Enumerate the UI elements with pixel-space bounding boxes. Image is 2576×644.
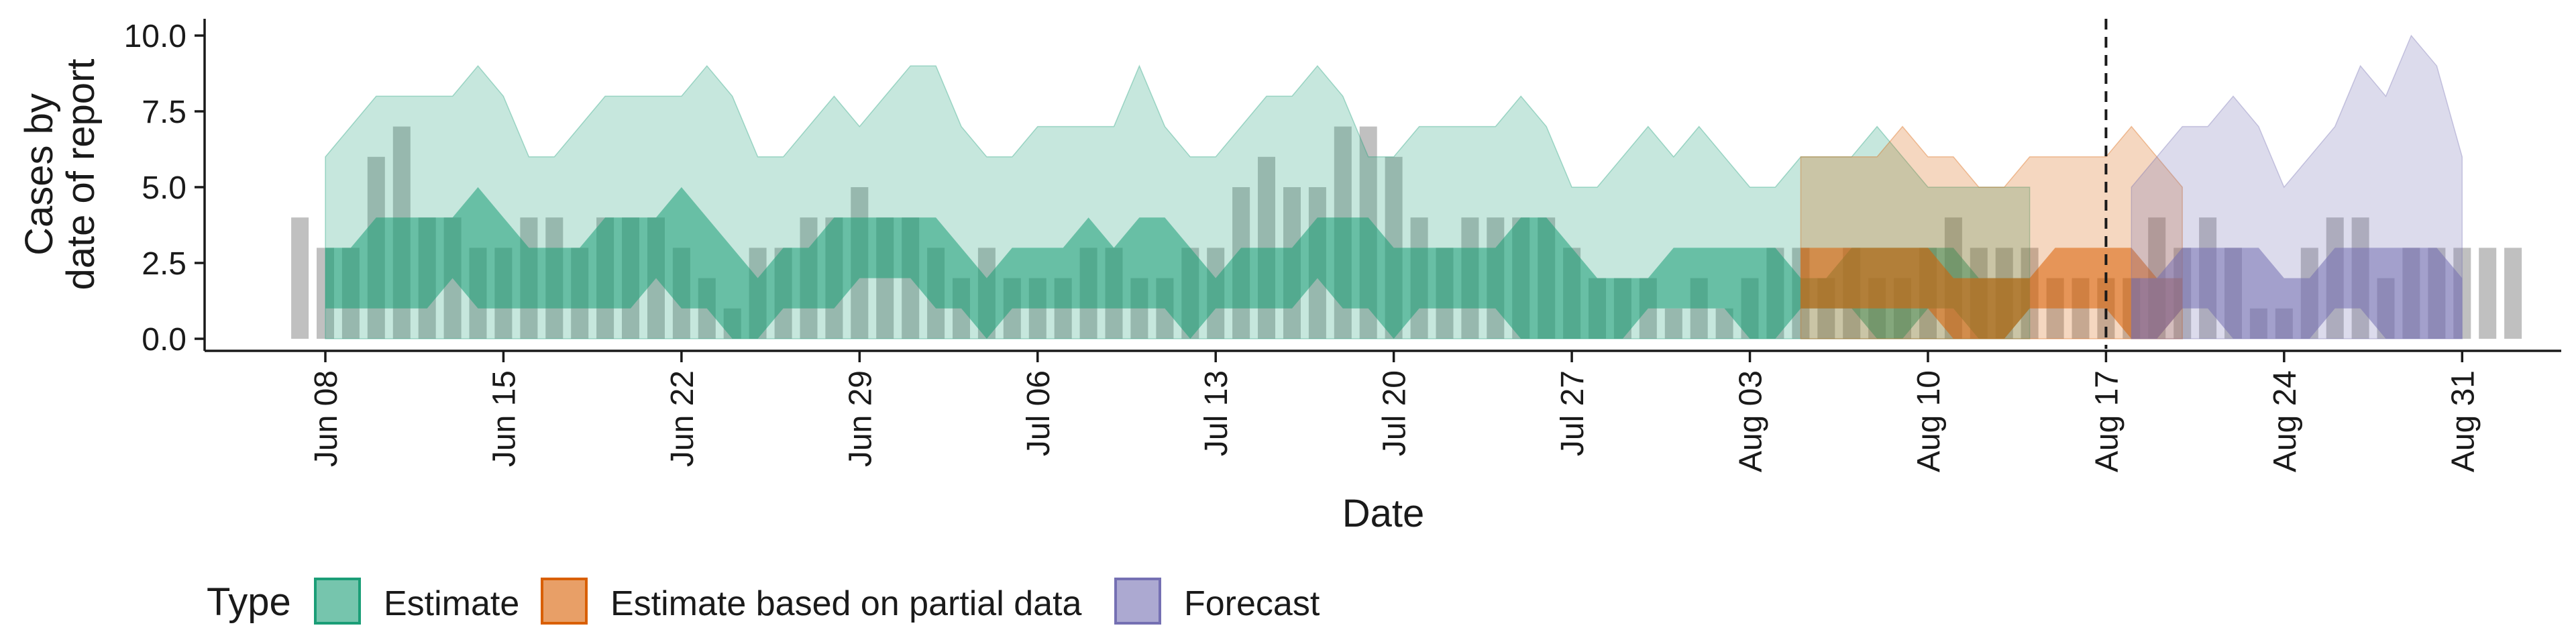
x-tick-label: Jul 20 xyxy=(1377,370,1413,456)
legend-label-estimate-based-on-partial-data: Estimate based on partial data xyxy=(610,584,1082,623)
y-tick-label: 7.5 xyxy=(142,95,186,130)
reported-cases-bar xyxy=(2479,248,2497,339)
y-tick-label: 2.5 xyxy=(142,246,186,282)
x-tick-label: Jun 08 xyxy=(309,370,344,467)
legend-key-estimate-based-on-partial-data xyxy=(541,578,588,625)
estimate-based-on-partial-data-ribbon-50 xyxy=(1801,248,2183,339)
x-tick-label: Aug 24 xyxy=(2267,370,2303,472)
estimate-ribbons xyxy=(325,34,2463,339)
x-tick-label: Jul 06 xyxy=(1021,370,1057,456)
legend-key-forecast xyxy=(1114,578,1161,625)
y-tick-label: 0.0 xyxy=(142,322,186,358)
y-tick-label: 10.0 xyxy=(124,19,186,54)
y-axis-label-line-1: Cases by xyxy=(17,93,61,256)
legend-title: Type xyxy=(207,580,291,624)
y-tick-label: 5.0 xyxy=(142,170,186,206)
x-tick-label: Aug 31 xyxy=(2445,370,2481,472)
estimate-ribbon-50 xyxy=(325,187,2030,339)
legend-label-estimate: Estimate xyxy=(384,584,519,623)
axes: 0.0 2.5 5.0 7.5 10.0 Jun 08 Jun 15 Jun 22 Jun 29… xyxy=(124,19,2561,472)
legend-label-forecast: Forecast xyxy=(1184,584,1320,623)
x-tick-label: Jun 15 xyxy=(486,370,522,467)
forecast-ribbon-50 xyxy=(2131,248,2463,339)
legend: Type Estimate Estimate based on partial da… xyxy=(207,578,1320,625)
x-tick-label: Jul 13 xyxy=(1199,370,1234,456)
x-tick-label: Jun 29 xyxy=(843,370,878,467)
legend-key-estimate xyxy=(314,578,361,625)
x-tick-label: Aug 03 xyxy=(1733,370,1769,472)
reported-cases-bar xyxy=(2504,248,2522,339)
reported-cases-bar xyxy=(291,217,309,339)
x-tick-label: Jun 22 xyxy=(665,370,700,467)
x-tick-label: Jul 27 xyxy=(1555,370,1591,456)
y-axis-label: Cases by date of report xyxy=(17,59,103,290)
x-axis-label: Date xyxy=(1342,492,1425,535)
estimate-ribbon-90 xyxy=(325,64,2031,339)
y-axis-label-line-2: date of report xyxy=(59,59,103,290)
reported-cases-bar xyxy=(1664,308,1682,339)
x-tick-label: Aug 17 xyxy=(2089,370,2125,472)
x-tick-label: Aug 10 xyxy=(1911,370,1947,472)
